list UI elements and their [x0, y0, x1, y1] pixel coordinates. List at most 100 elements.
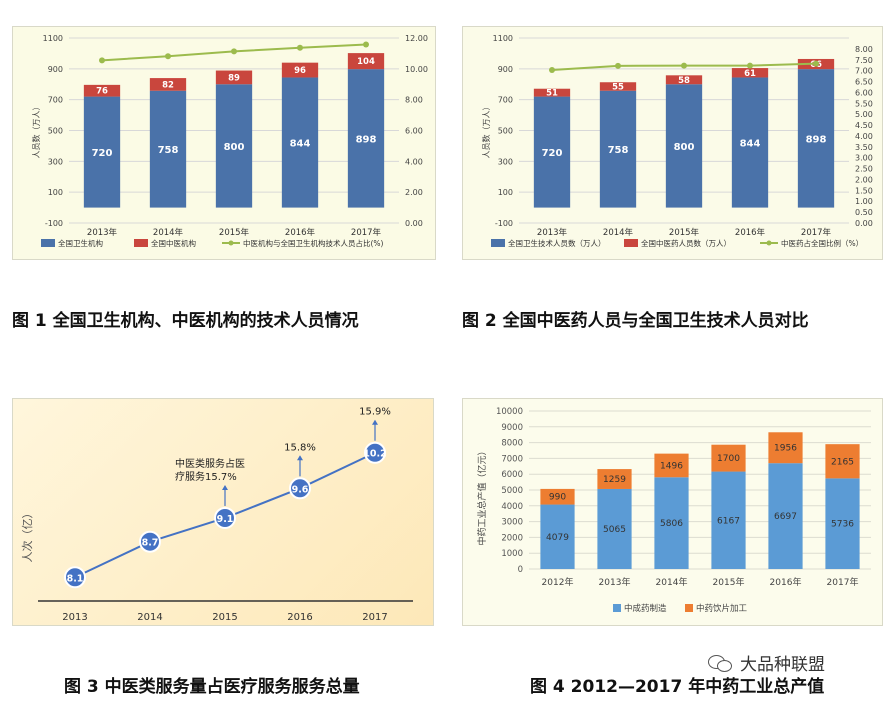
y2-tick-label: 0.00 — [405, 219, 423, 228]
y2-tick-label: 8.00 — [405, 96, 423, 105]
y-tick-label: 6000 — [501, 470, 523, 480]
y2-tick-label: 6.00 — [405, 127, 423, 136]
y2-tick-label: 12.00 — [405, 34, 428, 43]
chart-2-panel: -100 100 300 500 700 900 1100 0.00 0.50 1.00 1.50 2… — [462, 26, 883, 260]
x-tick-label: 2013 — [62, 612, 87, 623]
y2-tick-label: 10.00 — [405, 65, 428, 74]
data-label: 89 — [228, 73, 240, 83]
line-point — [747, 62, 753, 69]
y-axis-label: 中药工业总产值（亿元） — [476, 446, 488, 545]
y2-tick-label: 2.00 — [405, 188, 423, 197]
y-tick-label: -100 — [495, 219, 513, 228]
annotation-arrowhead — [222, 484, 228, 490]
y-tick-label: 1100 — [493, 34, 513, 43]
bar-4-series-2 — [711, 444, 746, 472]
line-point — [165, 53, 171, 60]
y-tick-label: 500 — [48, 127, 63, 136]
legend-swatch — [134, 239, 148, 247]
data-label: 61 — [744, 69, 756, 79]
x-tick-label: 2017 — [362, 612, 387, 623]
bar-3-series-1 — [215, 84, 253, 208]
y2-tick-label: 2.50 — [855, 165, 873, 174]
bar-2-series-2 — [149, 78, 187, 91]
bar-1-series-2 — [540, 488, 575, 505]
legend-label: 全国卫生技术人员数（万人） — [508, 238, 606, 248]
bar-3-series-1 — [665, 84, 703, 208]
legend-swatch — [613, 604, 621, 612]
bar-1-series-2 — [533, 88, 571, 97]
bar-2-series-1 — [599, 90, 637, 208]
bar-4-series-1 — [281, 77, 319, 208]
data-point — [139, 530, 161, 553]
x-tick-label: 2017年 — [801, 227, 832, 238]
data-label: 800 — [224, 142, 245, 153]
legend-label: 全国中医药人员数（万人） — [641, 238, 731, 248]
x-tick-label: 2013年 — [599, 576, 631, 588]
legend-label: 中医药占全国比例（%） — [781, 238, 863, 248]
y2-tick-label: 6.00 — [855, 88, 873, 97]
line-point — [549, 66, 555, 73]
chart-3: 人次（亿） 2013 2014 2015 2016 2017 8.1 8.7 9.1 9.6 10.… — [20, 407, 413, 623]
data-label: 1956 — [774, 444, 797, 454]
bar-5-series-1 — [768, 463, 803, 569]
y2-tick-label: 2.00 — [855, 175, 873, 184]
x-tick-label: 2016年 — [285, 227, 316, 238]
chart-3-panel: 人次（亿） 2013 2014 2015 2016 2017 8.1 8.7 9.1 9.6 10.… — [12, 398, 434, 626]
y2-tick-label: 3.50 — [855, 143, 873, 152]
data-label: 800 — [674, 142, 695, 153]
bar-1-series-1 — [83, 96, 121, 208]
y-tick-label: 4000 — [501, 502, 523, 512]
data-label: 898 — [806, 134, 827, 145]
chart-1: -100 100 300 500 700 900 1100 0.00 2.00 4.00 6.00 8… — [31, 34, 428, 248]
data-label: 1496 — [660, 461, 683, 471]
annotation-text: 疗服务15.7% — [175, 470, 237, 483]
bar-3-series-1 — [654, 477, 689, 569]
y-tick-label: 2000 — [501, 533, 523, 543]
data-label: 6697 — [774, 512, 797, 522]
bar-3-series-2 — [654, 453, 689, 478]
line-point — [99, 57, 105, 64]
x-tick-label: 2014年 — [153, 227, 184, 238]
data-label: 8.1 — [67, 573, 84, 584]
annotation-arrowhead — [372, 419, 378, 425]
x-tick-label: 2017年 — [351, 227, 382, 238]
data-label: 720 — [542, 148, 563, 159]
data-label: 844 — [290, 139, 311, 150]
data-label: 758 — [158, 145, 179, 156]
watermark-text: 大品种联盟 — [740, 655, 825, 675]
legend-swatch — [41, 239, 55, 247]
data-point — [289, 477, 311, 500]
y-tick-label: 700 — [48, 96, 63, 105]
data-label: 1259 — [603, 475, 626, 485]
data-label: 5736 — [831, 520, 854, 530]
y2-tick-label: 3.00 — [855, 154, 873, 163]
data-label: 990 — [549, 493, 566, 503]
x-tick-label: 2015 — [212, 612, 237, 623]
x-tick-label: 2016年 — [770, 576, 802, 588]
x-tick-label: 2013年 — [87, 227, 118, 238]
chart-1-caption: 图 1 全国卫生机构、中医机构的技术人员情况 — [12, 311, 359, 331]
y2-tick-label: 4.00 — [405, 157, 423, 166]
y-tick-label: 900 — [48, 65, 63, 74]
bar-4-series-1 — [711, 471, 746, 569]
x-tick-label: 2014 — [137, 612, 162, 623]
bar-1-series-2 — [83, 84, 121, 97]
y-tick-label: 0 — [518, 565, 523, 575]
chart-4-caption: 图 4 2012—2017 年中药工业总产值 — [530, 677, 825, 697]
chart-2-caption: 图 2 全国中医药人员与全国卫生技术人员对比 — [462, 311, 809, 331]
data-label: 8.7 — [142, 538, 159, 549]
bar-3-series-2 — [665, 75, 703, 85]
data-label: 898 — [356, 134, 377, 145]
data-label: 58 — [678, 76, 690, 86]
x-tick-label: 2014年 — [656, 576, 688, 588]
bar-5-series-1 — [347, 69, 385, 208]
line-point — [681, 62, 687, 69]
data-point — [214, 506, 236, 529]
y-tick-label: 700 — [498, 96, 513, 105]
y2-tick-label: 7.50 — [855, 56, 873, 65]
y-tick-label: 10000 — [496, 407, 523, 417]
x-tick-label: 2012年 — [542, 576, 574, 588]
y2-tick-label: 4.50 — [855, 121, 873, 130]
legend-marker — [766, 240, 772, 246]
legend-swatch — [491, 239, 505, 247]
